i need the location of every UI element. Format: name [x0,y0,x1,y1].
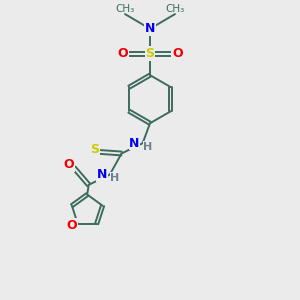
Text: S: S [90,142,99,156]
Text: O: O [117,47,128,60]
Text: O: O [63,158,74,171]
Text: O: O [67,219,77,232]
Text: N: N [129,137,140,150]
Text: N: N [145,22,155,35]
Text: CH₃: CH₃ [116,4,135,14]
Text: N: N [96,168,107,181]
Text: O: O [172,47,183,60]
Text: H: H [110,173,120,183]
Text: CH₃: CH₃ [165,4,184,14]
Text: H: H [143,142,153,152]
Text: S: S [146,47,154,60]
